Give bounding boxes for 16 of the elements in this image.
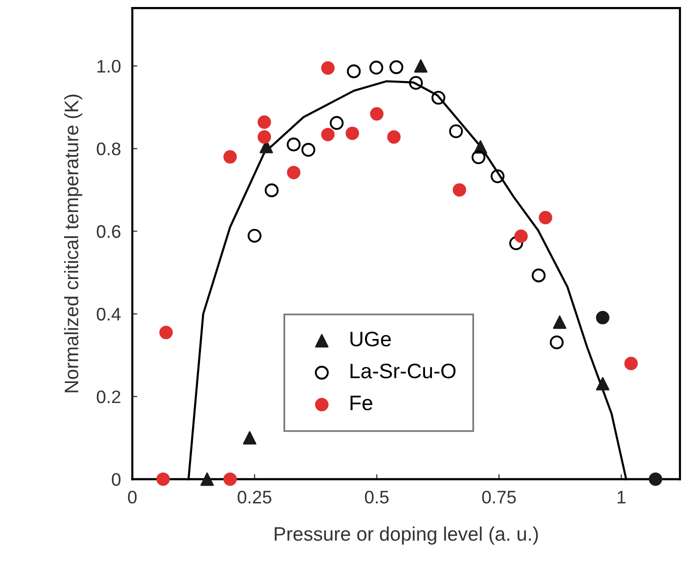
x-tick-label: 0 [128, 490, 137, 504]
y-tick-label: 0.6 [96, 225, 120, 238]
x-tick-label: 0.25 [238, 490, 272, 504]
y-tick-label: 1.0 [97, 60, 120, 73]
y-tick-label: 0 [112, 473, 120, 486]
legend-label: Fe [350, 396, 372, 410]
x-tick-label: 0.5 [364, 490, 389, 504]
x-tick-label: 0.75 [482, 490, 516, 504]
y-tick-label: 0.4 [96, 308, 121, 321]
legend-label: La-Sr-Cu-O [350, 364, 456, 378]
x-axis-title: Pressure or doping level (a. u.) [274, 526, 538, 545]
y-tick-label: 0.2 [96, 390, 120, 404]
y-axis-title: Normalized critical temperature (K) [64, 94, 82, 392]
legend-label: UGe [350, 332, 391, 346]
x-tick-label: 1 [618, 490, 626, 504]
y-tick-label: 0.8 [96, 142, 120, 156]
